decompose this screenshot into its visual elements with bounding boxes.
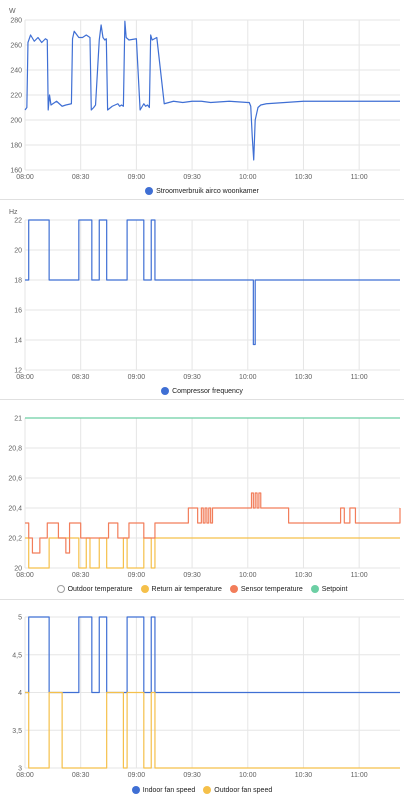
legend-swatch — [140, 585, 149, 593]
legend-label: Setpoint — [321, 585, 348, 593]
legend-swatch — [310, 585, 319, 593]
x-tick-label: 10:00 — [239, 374, 257, 381]
legend-label: Stroomverbruik airco woonkamer — [156, 187, 259, 195]
series-line — [25, 616, 400, 694]
y-unit-label: W — [9, 8, 16, 15]
x-tick-label: 10:00 — [239, 174, 257, 181]
x-tick-label: 08:00 — [16, 572, 34, 579]
y-tick-label: 18 — [14, 278, 22, 285]
y-tick-label: 260 — [10, 43, 22, 50]
y-tick-label: 4,5 — [12, 652, 22, 659]
y-tick-label: 14 — [14, 338, 22, 345]
fan-chart: 3 3,5 4 4,5 5 08:00 08:30 09:00 09:30 10:00 10:30 1… — [12, 615, 400, 779]
legend-item[interactable]: Stroomverbruik airco woonkamer — [145, 187, 259, 195]
y-tick-label: 200 — [10, 118, 22, 125]
x-tick-label: 09:00 — [128, 772, 146, 779]
chart-card-power: 160 180 200 220 240 260 280 08:00 08:30 09:00 09:3… — [0, 0, 404, 200]
legend-label: Outdoor fan speed — [214, 786, 273, 794]
y-tick-label: 20,6 — [8, 476, 22, 483]
x-tick-label: 09:30 — [183, 174, 201, 181]
compressor-chart: 12 14 16 18 20 22 08:00 08:30 09:00 09:30 10:00 10:… — [9, 209, 400, 381]
y-tick-label: 16 — [14, 308, 22, 315]
y-tick-label: 4 — [18, 690, 22, 697]
x-tick-label: 08:00 — [16, 174, 34, 181]
x-tick-label: 08:30 — [72, 772, 90, 779]
y-tick-label: 3,5 — [12, 728, 22, 735]
legend-swatch — [145, 187, 154, 195]
power-chart: 160 180 200 220 240 260 280 08:00 08:30 09:00 09:3… — [9, 8, 400, 181]
x-tick-label: 10:30 — [295, 772, 313, 779]
x-tick-label: 11:00 — [351, 174, 368, 181]
x-tick-label: 10:30 — [295, 174, 313, 181]
x-tick-label: 09:30 — [183, 772, 201, 779]
x-tick-label: 08:30 — [72, 572, 90, 579]
y-tick-label: 20 — [14, 248, 22, 255]
x-tick-label: 11:00 — [351, 772, 368, 779]
legend-item[interactable]: Outdoor fan speed — [203, 786, 272, 794]
x-tick-label: 08:30 — [72, 174, 90, 181]
y-tick-label: 180 — [10, 143, 22, 150]
y-tick-label: 280 — [10, 18, 22, 25]
legend-compressor: Compressor frequency — [0, 387, 404, 397]
series-line — [25, 219, 400, 346]
legend-item[interactable]: Sensor temperature — [229, 585, 303, 593]
legend-swatch — [56, 585, 65, 593]
legend-swatch — [161, 387, 170, 395]
y-tick-label: 3 — [18, 766, 22, 773]
y-tick-label: 20,4 — [8, 506, 22, 513]
y-tick-label: 21 — [14, 416, 22, 423]
legend-item[interactable]: Return air temperature — [140, 585, 222, 593]
x-tick-label: 09:30 — [183, 572, 201, 579]
chart-card-fan: 3 3,5 4 4,5 5 08:00 08:30 09:00 09:30 10:00 10:30 1… — [0, 600, 404, 800]
y-tick-label: 12 — [14, 368, 22, 375]
x-tick-label: 10:00 — [239, 772, 257, 779]
y-unit-label: Hz — [9, 209, 18, 216]
series-line — [25, 537, 400, 569]
x-tick-label: 08:00 — [16, 772, 34, 779]
legend-item[interactable]: Compressor frequency — [161, 387, 243, 395]
legend-swatch — [203, 786, 212, 794]
x-tick-label: 10:00 — [239, 572, 257, 579]
legend-swatch — [229, 585, 238, 593]
chart-card-temperature: 20 20,2 20,4 20,6 20,8 21 08:00 08:30 09:00 09:30… — [0, 400, 404, 600]
x-tick-label: 10:30 — [295, 572, 313, 579]
legend-item[interactable]: Setpoint — [310, 585, 348, 593]
y-tick-label: 220 — [10, 93, 22, 100]
x-tick-label: 11:00 — [351, 572, 368, 579]
x-tick-label: 10:30 — [295, 374, 313, 381]
temperature-chart: 20 20,2 20,4 20,6 20,8 21 08:00 08:30 09:00 09:30… — [8, 416, 401, 579]
legend-label: Return air temperature — [151, 585, 222, 593]
legend-label: Indoor fan speed — [142, 786, 196, 794]
legend-item[interactable]: Outdoor temperature — [56, 585, 133, 593]
legend-power: Stroomverbruik airco woonkamer — [0, 187, 404, 197]
legend-label: Outdoor temperature — [67, 585, 133, 593]
series-line — [25, 691, 400, 769]
x-tick-label: 09:00 — [128, 174, 146, 181]
chart-card-compressor: 12 14 16 18 20 22 08:00 08:30 09:00 09:30 10:00 10:… — [0, 200, 404, 400]
series-line — [25, 492, 401, 554]
x-tick-label: 11:00 — [351, 374, 368, 381]
legend-swatch — [131, 786, 140, 794]
y-tick-label: 240 — [10, 68, 22, 75]
y-tick-label: 5 — [18, 615, 22, 622]
x-tick-label: 09:00 — [128, 374, 146, 381]
x-tick-label: 08:00 — [16, 374, 34, 381]
legend-label: Compressor frequency — [172, 387, 243, 395]
legend-temperature: Outdoor temperature Return air temperatu… — [0, 585, 404, 595]
y-tick-label: 20 — [14, 566, 22, 573]
x-tick-label: 09:00 — [128, 572, 146, 579]
x-tick-label: 08:30 — [72, 374, 90, 381]
legend-label: Sensor temperature — [240, 585, 303, 593]
y-tick-label: 20,8 — [8, 446, 22, 453]
legend-fan: Indoor fan speed Outdoor fan speed — [0, 786, 404, 796]
y-tick-label: 22 — [14, 218, 22, 225]
x-tick-label: 09:30 — [183, 374, 201, 381]
y-tick-label: 160 — [10, 168, 22, 175]
y-tick-label: 20,2 — [8, 536, 22, 543]
legend-item[interactable]: Indoor fan speed — [131, 786, 196, 794]
series-line — [24, 20, 400, 161]
